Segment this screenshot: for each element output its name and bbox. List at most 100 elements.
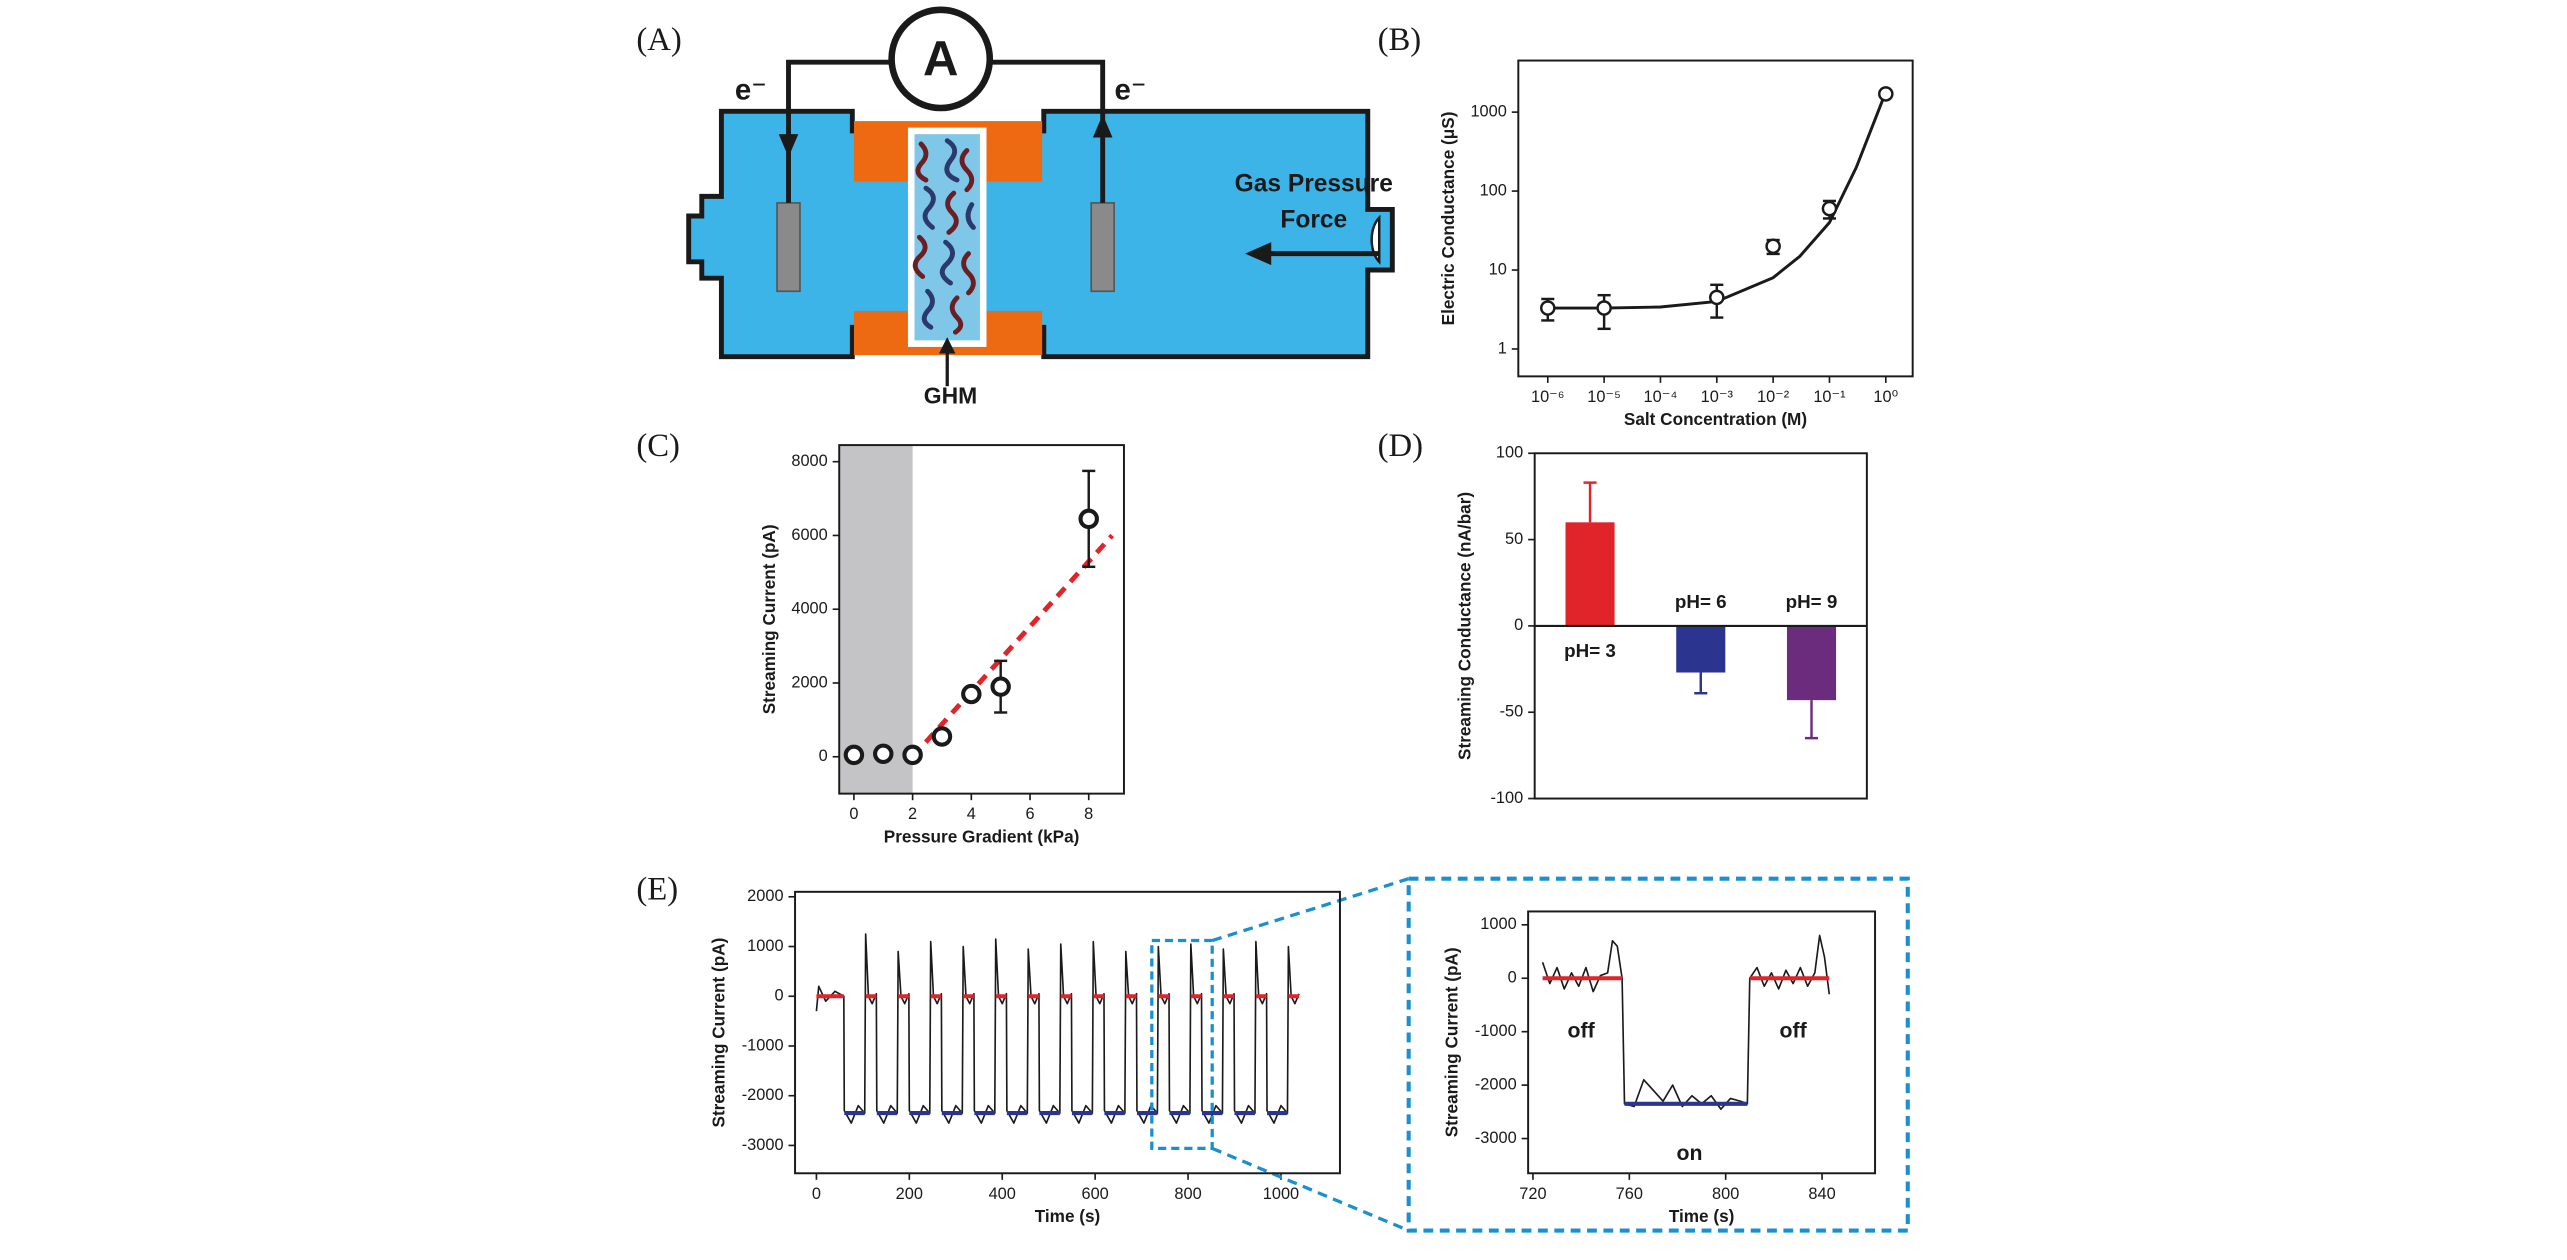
data-point: [990, 676, 1011, 697]
y-tick-label: 100: [1480, 181, 1507, 199]
y-tick-label: 1: [1498, 339, 1507, 357]
panel-label: (E): [636, 871, 678, 907]
fit-line: [910, 533, 1115, 759]
fiber: [944, 138, 960, 183]
schematic: e⁻ e⁻ A Gas Pressure Force GHM: [686, 6, 1395, 409]
y-axis-label: Electric Conductance (μS): [1438, 112, 1458, 326]
data-point: [1821, 200, 1838, 217]
pressure-label: Force: [1280, 206, 1347, 233]
data-point: [1540, 300, 1556, 316]
x-tick-label: 200: [896, 1185, 923, 1203]
zoom-connector: [1211, 877, 1410, 943]
y-tick-label: -3000: [742, 1136, 784, 1154]
plot-area: [1518, 60, 1913, 377]
y-tick-label: -100: [1490, 789, 1523, 807]
y-tick-label: -50: [1500, 703, 1524, 721]
y-tick-label: 4000: [791, 600, 827, 618]
plot-frame: [794, 890, 1341, 1175]
plot-frame: [1533, 452, 1868, 800]
x-tick-label: 10⁻²: [1757, 388, 1790, 406]
x-tick-label: 0: [812, 1185, 821, 1203]
y-axis-label: Streaming Current (pA): [1441, 947, 1461, 1137]
pressure-arrow-head: [1245, 242, 1272, 266]
current-arrow: [778, 134, 799, 158]
zoom-connector: [1211, 1146, 1410, 1233]
y-tick-label: 2000: [791, 673, 827, 691]
y-tick-label: -3000: [1475, 1129, 1517, 1147]
x-axis-label: Salt Concentration (M): [1624, 409, 1807, 429]
data-point: [873, 743, 894, 765]
zoom-box: [1150, 938, 1214, 1151]
fiber: [945, 190, 959, 235]
x-tick-label: 400: [989, 1185, 1016, 1203]
panel-label: (B): [1378, 22, 1422, 58]
fiber: [965, 202, 976, 230]
x-tick-label: 10⁻³: [1701, 388, 1734, 406]
x-tick-label: 10⁻¹: [1813, 388, 1846, 406]
x-tick-label: 10⁻⁵: [1587, 388, 1621, 406]
y-tick-label: 0: [774, 987, 783, 1005]
x-tick-label: 10⁻⁶: [1531, 388, 1565, 406]
y-tick-label: -1000: [1475, 1022, 1517, 1040]
y-tick-label: 50: [1505, 530, 1523, 548]
fiber: [915, 141, 929, 183]
y-tick-label: 0: [1514, 616, 1523, 634]
electrode: [1090, 202, 1115, 293]
data-point: [961, 683, 982, 705]
pointer-head: [939, 337, 956, 354]
panel-label: (A): [636, 22, 681, 58]
y-tick-label: 10: [1489, 260, 1507, 278]
bar: [1786, 625, 1837, 701]
x-tick-label: 1000: [1263, 1185, 1299, 1203]
inlet: [1370, 214, 1381, 265]
inset-frame: [1406, 876, 1910, 1233]
plot-area: [795, 891, 1340, 1174]
current-arrow: [1092, 114, 1113, 138]
data-point: [902, 744, 923, 766]
x-tick-label: 2: [908, 805, 917, 823]
category-label: pH= 3: [1564, 640, 1616, 661]
y-axis-label: Streaming Current (pA): [759, 524, 779, 714]
x-tick-label: 8: [1084, 805, 1093, 823]
electron-label: e⁻: [1115, 73, 1147, 106]
y-tick-label: 1000: [1470, 102, 1506, 120]
x-tick-label: 10⁰: [1873, 388, 1898, 406]
x-tick-label: 0: [849, 805, 858, 823]
electron-label: e⁻: [735, 73, 767, 106]
y-tick-label: 6000: [791, 526, 827, 544]
electrode: [776, 202, 801, 293]
fiber: [922, 185, 936, 230]
x-tick-label: 4: [967, 805, 976, 823]
pressure-label: Gas Pressure: [1235, 170, 1393, 197]
y-tick-label: -1000: [742, 1036, 784, 1054]
plot-frame: [1527, 910, 1877, 1175]
y-tick-label: -2000: [1475, 1075, 1517, 1093]
y-axis-label: Streaming Conductance (nA/bar): [1454, 492, 1474, 760]
fit-line: [1547, 91, 1888, 310]
fiber: [939, 239, 955, 286]
bar: [1565, 522, 1615, 626]
x-tick-label: 600: [1081, 1185, 1108, 1203]
y-tick-label: 100: [1496, 444, 1523, 462]
x-axis-label: Time (s): [1035, 1206, 1101, 1226]
data-point: [931, 726, 953, 747]
x-tick-label: 10⁻⁴: [1644, 388, 1678, 406]
y-tick-label: 1000: [1480, 915, 1516, 933]
data-point: [1878, 86, 1894, 102]
data-point: [1596, 300, 1612, 316]
y-tick-label: -2000: [742, 1086, 784, 1104]
panel-label: (D): [1378, 428, 1423, 464]
membrane-label: GHM: [924, 383, 977, 409]
x-tick-label: 840: [1808, 1185, 1835, 1203]
x-tick-label: 760: [1616, 1185, 1643, 1203]
fiber: [961, 251, 976, 296]
shaded-region: [839, 445, 913, 794]
y-tick-label: 2000: [747, 887, 783, 905]
wire: [988, 59, 1106, 203]
ammeter: [888, 6, 994, 112]
y-tick-label: 0: [1508, 969, 1517, 987]
x-axis-label: Pressure Gradient (kPa): [884, 826, 1080, 846]
ammeter-label: A: [923, 32, 958, 86]
plot-frame: [1517, 59, 1914, 378]
plot-frame: [838, 444, 1125, 795]
